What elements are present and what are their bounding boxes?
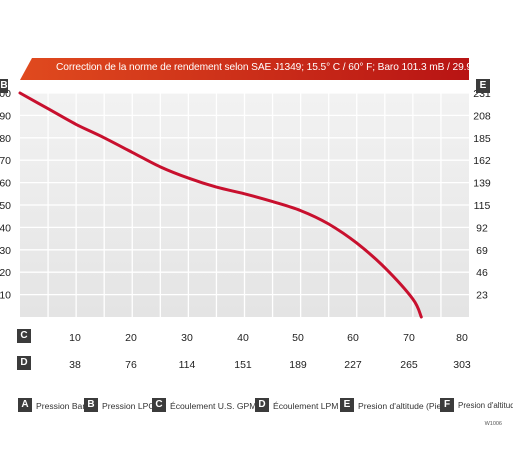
y-left-tick-label: 80 [0, 133, 11, 145]
y-left-tick-label: 60 [0, 178, 11, 190]
x-lpm-tick-label: 76 [125, 359, 137, 371]
x-lpm-tick-label: 38 [69, 359, 81, 371]
legend-key-b: B [84, 398, 98, 412]
pressure-flow-curve [18, 91, 423, 319]
banner-title: Correction de la norme de rendement selo… [56, 62, 495, 73]
x-lpm-tick-label: 303 [453, 359, 471, 371]
x-gpm-tick-label: 20 [125, 332, 137, 344]
y-right-tick-label: 23 [476, 290, 488, 302]
y-right-tick-label: 115 [474, 200, 491, 212]
x-flow-gpm-ticks: 10 20 30 40 50 60 70 80 [69, 332, 468, 344]
y-left-tick-label: 30 [0, 245, 11, 257]
x-gpm-tick-label: 30 [181, 332, 193, 344]
x-lpm-tick-label: 114 [179, 359, 196, 371]
y-left-tick-label: 10 [0, 290, 11, 302]
legend-key-a: A [18, 398, 32, 412]
x-lpm-tick-label: 227 [344, 359, 362, 371]
y-right-tick-label: 92 [476, 222, 488, 234]
legend-label-d: Écoulement LPM [273, 401, 339, 411]
x-gpm-tick-label: 70 [403, 332, 415, 344]
legend-key-c: C [152, 398, 166, 412]
legend-key-e: E [340, 398, 354, 412]
x-flow-lpm-ticks: 38 76 114 151 189 227 265 303 [69, 359, 471, 371]
y-left-tick-label: 40 [0, 222, 11, 234]
x-gpm-tick-label: 10 [69, 332, 81, 344]
x-gpm-tick-label: 50 [292, 332, 304, 344]
legend-key-f: F [440, 398, 454, 412]
x-axis-gpm-key: C [17, 329, 31, 343]
y-left-tick-label: 90 [0, 110, 11, 122]
legend-label-c: Écoulement U.S. GPM [170, 401, 257, 411]
x-lpm-tick-label: 189 [289, 359, 307, 371]
x-axis-lpm-key: D [17, 356, 31, 370]
x-lpm-tick-label: 265 [400, 359, 418, 371]
grid-lines [20, 92, 469, 317]
x-gpm-tick-label: 80 [456, 332, 468, 344]
y-left-tick-label: 100 [0, 88, 11, 100]
y-right-tick-label: 208 [473, 110, 491, 122]
x-gpm-tick-label: 60 [347, 332, 359, 344]
model-code: W1006 [484, 421, 502, 427]
banner-shape [20, 58, 469, 80]
y-left-ticks: 100 90 80 70 60 50 40 30 20 10 [0, 88, 11, 302]
legend-label-e: Presion d'altitude (Pied) [358, 401, 449, 411]
legend-key-d: D [255, 398, 269, 412]
legend-label-b: Pression LPC [102, 401, 155, 411]
x-gpm-tick-label: 40 [237, 332, 249, 344]
y-left-tick-label: 20 [0, 267, 11, 279]
y-right-tick-label: 46 [476, 267, 488, 279]
x-lpm-tick-label: 151 [234, 359, 252, 371]
y-left-tick-label: 50 [0, 200, 11, 212]
y-right-tick-label: 139 [473, 178, 491, 190]
y-left-tick-label: 70 [0, 155, 11, 167]
y-right-tick-label: 69 [476, 245, 488, 257]
legend-label-f: Presion d'altitude [458, 401, 513, 410]
left-axis-key: B [0, 79, 8, 93]
y-right-tick-label: 185 [473, 133, 491, 145]
right-axis-key: E [476, 79, 490, 93]
y-right-tick-label: 162 [473, 155, 491, 167]
legend-label-a: Pression Bar [36, 401, 86, 411]
